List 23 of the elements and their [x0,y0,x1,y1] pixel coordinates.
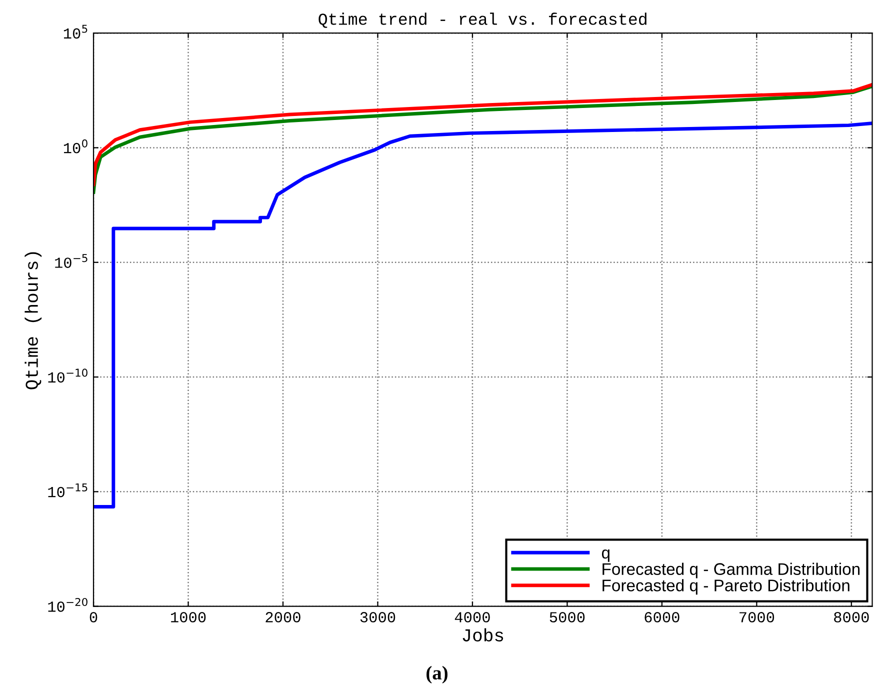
y-tick-label: 10$^{−15}$ [48,483,88,498]
legend-label: q [602,549,610,562]
y-axis-title: Qtime (hours) [24,252,42,390]
line-series [94,121,872,508]
x-axis-title: Jobs [462,628,504,642]
chart-title: Qtime trend - real vs. forecasted [318,12,646,28]
x-tick-label: 5000 [550,612,585,622]
x-tick-label: 3000 [360,612,396,622]
x-tick-label: 8000 [834,612,869,622]
x-tick-label: 6000 [644,612,680,622]
x-tick-label: 1000 [171,612,206,622]
x-tick-label: 2000 [266,612,300,622]
text: (a) [426,666,448,684]
y-tick-label: 10$^{0}$ [64,139,88,154]
x-tick-label: 7000 [740,612,774,622]
x-tick-label: 4000 [454,612,490,622]
legend-label: Forecasted q - Pareto Distribution [602,579,850,595]
legend-label: Forecasted q - Gamma Distribution [602,562,860,578]
y-tick-label: 10$^{−10}$ [48,368,88,383]
x-tick-label: 0 [90,612,98,622]
y-tick-label: 10$^{5}$ [64,24,88,39]
y-tick-label: 10$^{−5}$ [55,254,88,268]
y-tick-label: 10$^{−20}$ [48,598,88,612]
